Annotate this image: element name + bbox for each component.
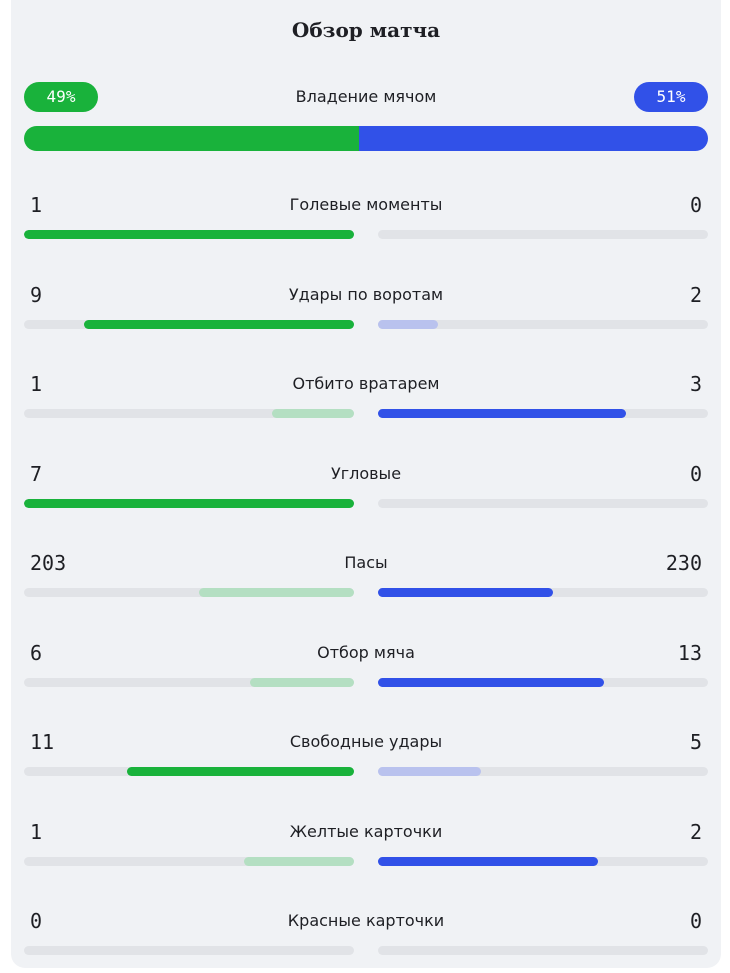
- home-bar-fill: [127, 767, 354, 776]
- home-value: 6: [30, 641, 43, 665]
- away-possession-badge: 51%: [634, 82, 708, 112]
- home-value: 9: [30, 283, 43, 307]
- stat-label: Желтые карточки: [289, 822, 443, 841]
- home-bar-track: [24, 320, 354, 329]
- away-value: 230: [665, 551, 702, 575]
- home-possession-badge: 49%: [24, 82, 98, 112]
- stat-label: Красные карточки: [287, 911, 445, 930]
- away-value: 2: [689, 820, 702, 844]
- stat-row: 1 Голевые моменты 0: [24, 193, 708, 253]
- away-value: 0: [689, 462, 702, 486]
- away-value: 0: [689, 909, 702, 933]
- home-value: 11: [30, 730, 55, 754]
- possession-bar: [24, 126, 708, 151]
- home-bar-track: [24, 678, 354, 687]
- away-bar-fill: [378, 857, 598, 866]
- match-overview-card: Обзор матча 49% Владение мячом 51% 1 Голе…: [11, 0, 721, 968]
- home-bar-fill: [24, 230, 354, 239]
- home-bar-fill: [271, 409, 354, 418]
- possession-home-segment: [24, 126, 360, 151]
- away-bar-track: [378, 857, 708, 866]
- home-value: 1: [30, 372, 43, 396]
- stat-row: 7 Угловые 0: [24, 462, 708, 522]
- away-value: 3: [689, 372, 702, 396]
- home-bar-track: [24, 588, 354, 597]
- stat-label: Пасы: [344, 553, 388, 572]
- home-bar-track: [24, 409, 354, 418]
- away-value: 13: [677, 641, 702, 665]
- possession-label: Владение мячом: [295, 87, 437, 106]
- home-value: 0: [30, 909, 43, 933]
- away-bar-fill: [378, 678, 604, 687]
- away-bar-track: [378, 499, 708, 508]
- away-value: 5: [689, 730, 702, 754]
- stat-label: Голевые моменты: [289, 195, 443, 214]
- away-bar-fill: [378, 588, 554, 597]
- stat-row: 6 Отбор мяча 13: [24, 641, 708, 701]
- away-bar-fill: [378, 767, 482, 776]
- stat-row: 203 Пасы 230: [24, 551, 708, 611]
- home-value: 1: [30, 193, 43, 217]
- home-bar-fill: [244, 857, 354, 866]
- possession-away-segment: [359, 126, 708, 151]
- away-bar-track: [378, 767, 708, 776]
- home-bar-track: [24, 857, 354, 866]
- home-bar-track: [24, 230, 354, 239]
- stat-row: 1 Желтые карточки 2: [24, 820, 708, 880]
- away-value: 0: [689, 193, 702, 217]
- away-bar-fill: [378, 409, 626, 418]
- home-bar-track: [24, 767, 354, 776]
- home-bar-track: [24, 946, 354, 955]
- away-bar-track: [378, 946, 708, 955]
- away-bar-track: [378, 320, 708, 329]
- home-value: 7: [30, 462, 43, 486]
- away-bar-fill: [378, 320, 438, 329]
- stat-label: Удары по воротам: [288, 285, 444, 304]
- home-bar-track: [24, 499, 354, 508]
- stat-row: 9 Удары по воротам 2: [24, 283, 708, 343]
- stat-label: Свободные удары: [289, 732, 443, 751]
- stat-label: Отбор мяча: [317, 643, 415, 662]
- away-bar-track: [378, 678, 708, 687]
- home-bar-fill: [24, 499, 354, 508]
- home-bar-fill: [249, 678, 354, 687]
- home-value: 1: [30, 820, 43, 844]
- possession-header: 49% Владение мячом 51%: [24, 82, 708, 114]
- away-bar-track: [378, 409, 708, 418]
- stat-row: 0 Красные карточки 0: [24, 909, 708, 969]
- home-bar-fill: [84, 320, 354, 329]
- stat-label: Угловые: [330, 464, 402, 483]
- card-title: Обзор матча: [291, 18, 441, 42]
- away-bar-track: [378, 588, 708, 597]
- stat-row: 1 Отбито вратарем 3: [24, 372, 708, 432]
- away-value: 2: [689, 283, 702, 307]
- away-bar-track: [378, 230, 708, 239]
- stat-row: 11 Свободные удары 5: [24, 730, 708, 790]
- home-bar-fill: [199, 588, 354, 597]
- home-value: 203: [30, 551, 67, 575]
- stat-label: Отбито вратарем: [292, 374, 440, 393]
